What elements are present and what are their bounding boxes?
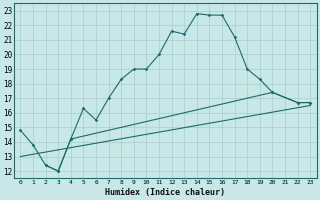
X-axis label: Humidex (Indice chaleur): Humidex (Indice chaleur): [105, 188, 225, 197]
